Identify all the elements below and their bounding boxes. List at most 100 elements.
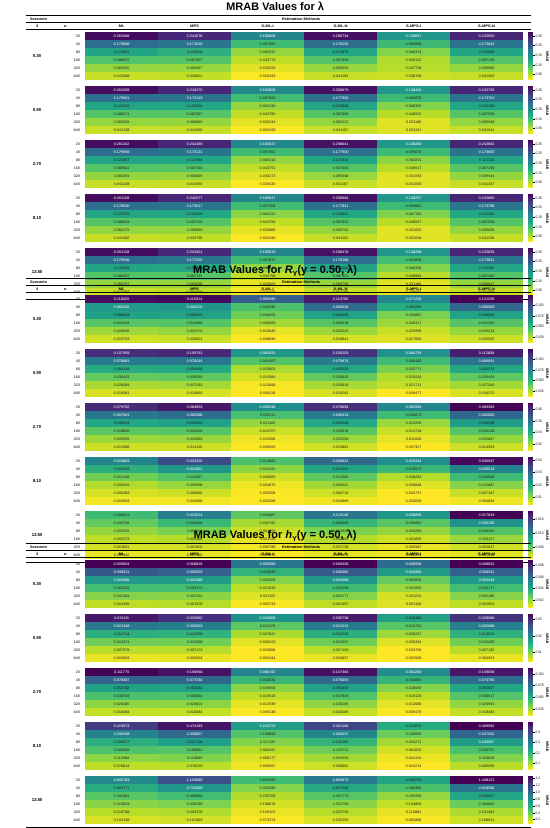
lambda-label: 0.90 [32,635,42,640]
heatmap-cell: 0.039957 [231,762,304,770]
heatmap-cell: 0.168541 [450,816,523,824]
heatmap-cell: 0.029448 [158,427,231,435]
heatmap-cell: 0.001535 [231,584,304,592]
heatmap-cell: 0.041003 [85,319,158,327]
n-label: 40 [75,467,80,471]
heatmap-cell: 0.088937 [85,56,158,64]
heatmap-cell: 0.152059 [304,816,377,824]
heatmap-cell: 0.038384 [158,692,231,700]
heatmap-cell: 0.028666 [450,614,523,622]
heatmap-cell: 0.009301 [304,481,377,489]
heatmap-cell: 0.010431 [231,465,304,473]
colorbar-tick-label: 0.08 [535,406,542,411]
lambda-label: 0.30 [32,581,42,586]
n-label: 20 [75,34,80,38]
colorbar-tick-label: 0.025 [535,706,544,711]
heatmap-cell: 0.011379 [231,622,304,630]
heatmap-cell: 0.225705 [231,792,304,800]
heatmap-cell: 0.046917 [377,164,450,172]
n-label: 40 [75,786,80,790]
header-rule [26,557,531,558]
lambda-label: 2.70 [32,161,42,166]
heatmap-cell: 0.173701 [450,94,523,102]
heatmap-cell: 0.087595 [304,110,377,118]
colorbar-tick-label: 0.20 [535,43,542,48]
colorbar-tick-label: 0.04 [535,457,542,462]
heatmap-cell: 0.014513 [450,630,523,638]
colorbar-tick-label: 0.03 [535,470,542,475]
heatmap-cell: 0.043773 [231,56,304,64]
heatmap-cell: 0.005589 [231,560,304,568]
heatmap-cell: 0.123508 [304,102,377,110]
heatmap-cell: 0.020443 [231,72,304,80]
heatmap-cell: 0.220726 [304,808,377,816]
heatmap-cell: 0.031111 [85,614,158,622]
lambda-label: 8.10 [32,478,42,483]
colorbar-tick [533,380,535,382]
heatmap-cell: 0.105203 [304,349,377,357]
heatmap-cell: 0.003177 [450,584,523,592]
heatmap-cell: 0.003030 [377,497,450,505]
heatmap-cell: 0.031186 [377,118,450,126]
heatmap-cell: 0.004897 [304,654,377,662]
heatmap-cell: 0.097660 [231,40,304,48]
n-label: 160 [73,58,80,62]
heatmap-cell: 0.639235 [377,776,450,784]
heatmap-cell: 0.010288 [158,638,231,646]
heatmap-cell: 0.177841 [304,202,377,210]
heatmap-cell: 0.006204 [158,519,231,527]
colorbar-tick [533,777,535,779]
heatmap-cell: 0.086981 [85,164,158,172]
heatmap-cell: 0.004485 [85,576,158,584]
heatmap-cell: 0.001641 [85,543,158,551]
header-rule [26,292,531,293]
colorbar-tick-label: 0.10 [535,224,542,229]
heatmap-cell: 0.205977 [85,738,158,746]
heatmap-cell: 0.155513 [231,248,304,256]
colorbar-tick [533,304,535,306]
heatmap-cell: 0.060297 [85,280,158,288]
n-label: 320 [73,383,80,387]
heatmap-cell: 0.017819 [450,511,523,519]
heatmap-cell: 0.005846 [377,481,450,489]
n-label: 80 [75,475,80,479]
heatmap-cell: 0.041419 [377,754,450,762]
heatmap-cell: 0.005261 [450,527,523,535]
heatmap-panel: MRAB Values for hY(y = 0.50, λ) Scenario E… [0,528,550,828]
heatmap-cell: 0.010514 [158,511,231,519]
n-label: 40 [75,96,80,100]
colorbar-tick-label: 0.075 [535,683,544,688]
heatmap-cell: 0.031053 [377,226,450,234]
heatmap-cell: 0.087521 [304,272,377,280]
n-header: n [64,551,67,556]
heatmap-cell: 0.118618 [450,754,523,762]
colorbar [528,86,533,134]
heatmap-panel: MRAB Values for RY(y = 0.50, λ) Scenario E… [0,263,550,563]
heatmap-cell: 0.004593 [85,497,158,505]
heatmap-cell: 0.060286 [158,411,231,419]
colorbar-tick [533,128,535,130]
n-label: 640 [73,499,80,503]
lambda-label: 13.50 [31,269,43,274]
n-header: n [64,286,67,291]
heatmap-cell: 0.018841 [304,335,377,343]
heatmap-cell: 0.106948 [158,668,231,676]
column-header: S-ML-I [261,551,274,556]
heatmap-cell: 0.120066 [158,102,231,110]
heatmap-cell: 0.089369 [450,403,523,411]
heatmap-cell: 0.087057 [158,110,231,118]
heatmap-cell: 0.032011 [231,411,304,419]
heatmap-cell: 0.059659 [158,172,231,180]
heatmap-cell: 0.053082 [158,684,231,692]
heatmap-cell: 0.080059 [450,762,523,770]
heatmap-cell: 0.008895 [377,511,450,519]
heatmap-cell: 0.002101 [158,592,231,600]
lambda-header: λ [36,286,39,291]
heatmap-cell: 0.041184 [304,72,377,80]
heatmap-cell: 0.234376 [158,808,231,816]
heatmap-cell: 0.059947 [450,280,523,288]
colorbar-tick-label: 0.10 [535,62,542,67]
heatmap-cell: 0.084893 [158,403,231,411]
heatmap-cell: 0.110988 [85,754,158,762]
n-label: 160 [73,166,80,170]
